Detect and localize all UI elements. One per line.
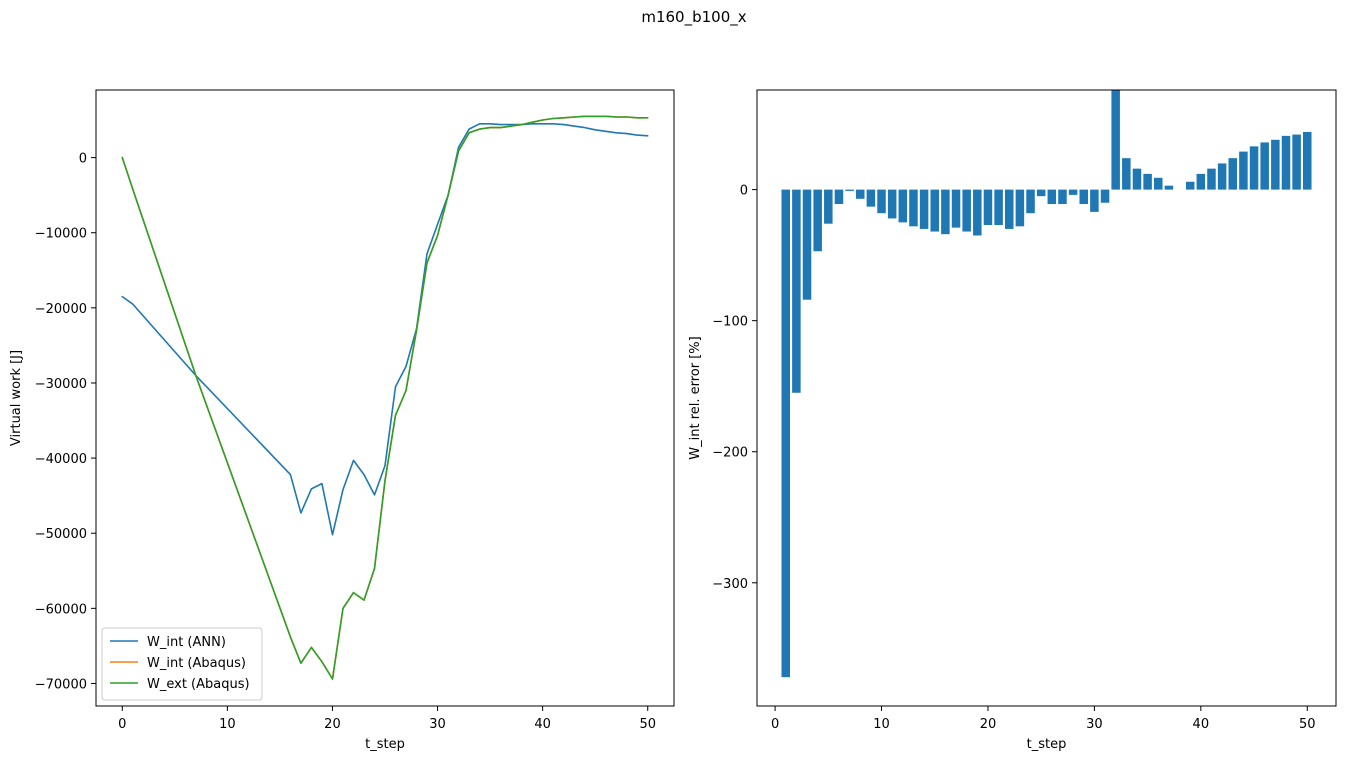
bar <box>909 189 918 227</box>
left-xtick-label: 30 <box>429 717 446 732</box>
bar-group <box>781 90 1312 678</box>
right-xtick-label: 0 <box>771 717 779 732</box>
bar <box>962 189 971 232</box>
bar <box>1090 189 1099 212</box>
left-ytick-label: −10000 <box>35 227 87 242</box>
bar <box>1100 189 1110 203</box>
left-ytick-label: −30000 <box>35 377 87 392</box>
left-ytick-label: −20000 <box>35 302 87 317</box>
right-ytick-label: −200 <box>712 446 748 461</box>
bar <box>994 189 1003 225</box>
legend-label: W_ext (Abaqus) <box>147 677 250 692</box>
bar <box>1058 189 1067 205</box>
legend-label: W_int (Abaqus) <box>147 656 246 671</box>
bar <box>898 189 908 223</box>
bar <box>845 189 854 191</box>
bar <box>866 189 876 207</box>
bar <box>1217 163 1227 190</box>
right-xtick-label: 30 <box>1086 717 1103 732</box>
left-ytick-label: −40000 <box>35 452 87 467</box>
figure-suptitle: m160_b100_x <box>641 8 746 27</box>
bar <box>973 189 982 236</box>
legend-label: W_int (ANN) <box>147 635 226 650</box>
bar <box>1036 189 1046 197</box>
bar <box>951 189 961 228</box>
left-xtick-label: 0 <box>118 717 126 732</box>
bar <box>1122 158 1131 190</box>
bar <box>813 189 822 252</box>
bar <box>1026 189 1035 214</box>
bar <box>941 189 950 235</box>
bar <box>1047 189 1057 205</box>
bar <box>1271 139 1280 190</box>
left-axes-virtual-work: 0 10 20 30 40 50 0 −10000 −20000 −30000 −40000 −500… <box>9 89 675 752</box>
bar <box>1207 168 1216 190</box>
right-frame <box>756 89 1337 707</box>
bar <box>1260 142 1269 190</box>
left-xtick-label: 20 <box>324 717 341 732</box>
right-xtick-label: 50 <box>1299 717 1316 732</box>
right-axes-relative-error: 0 10 20 30 40 50 0 −100 −200 −300 t_step W_int rel.… <box>688 89 1337 752</box>
left-ytick-label: −70000 <box>35 677 87 692</box>
bar <box>1004 189 1014 229</box>
line-series-group <box>121 115 649 680</box>
bar <box>919 189 929 229</box>
bar <box>887 189 897 219</box>
right-xlabel: t_step <box>1027 737 1067 752</box>
left-ytick-label: −60000 <box>35 602 87 617</box>
bar <box>1132 168 1142 190</box>
bar <box>1239 151 1248 190</box>
bar <box>1303 131 1312 190</box>
bar <box>1292 134 1301 190</box>
bar <box>1185 181 1195 190</box>
bar <box>1111 90 1120 190</box>
left-xtick-label: 50 <box>639 717 656 732</box>
bar <box>824 189 833 224</box>
bar <box>1281 135 1291 190</box>
left-ytick-label: −50000 <box>35 527 87 542</box>
left-ytick-label: 0 <box>79 152 87 167</box>
left-xlabel: t_step <box>365 737 405 752</box>
bar <box>1196 173 1206 190</box>
bar <box>1228 158 1238 190</box>
right-ylabel: W_int rel. error [%] <box>688 336 703 459</box>
right-ytick-label: 0 <box>740 184 748 199</box>
series-line-w-int-abaqus <box>121 115 649 680</box>
bar <box>792 189 801 393</box>
right-ytick-label: −300 <box>712 577 748 592</box>
bar <box>877 189 886 214</box>
right-xtick-label: 40 <box>1193 717 1210 732</box>
right-ytick-label: −100 <box>712 315 748 330</box>
bar <box>781 189 790 678</box>
bar <box>1079 189 1088 205</box>
bar <box>1249 146 1259 190</box>
right-xtick-label: 20 <box>980 717 997 732</box>
bar <box>983 189 993 225</box>
bar <box>1143 173 1152 190</box>
series-line-w-int-ann <box>121 123 649 536</box>
bar <box>1164 185 1174 190</box>
left-xtick-label: 40 <box>534 717 551 732</box>
left-xtick-label: 10 <box>219 717 236 732</box>
left-ylabel: Virtual work [J] <box>9 350 24 446</box>
bar <box>930 189 939 232</box>
bar <box>1068 189 1078 195</box>
legend-box <box>101 627 263 701</box>
bar <box>855 189 865 199</box>
bar <box>802 189 812 300</box>
left-frame <box>95 89 675 707</box>
bar <box>1154 177 1163 190</box>
series-line-w-ext-abaqus <box>121 115 649 680</box>
bar <box>1015 189 1025 227</box>
right-xtick-label: 10 <box>873 717 890 732</box>
bar <box>834 189 844 205</box>
legend: W_int (ANN) W_int (Abaqus) W_ext (Abaqus) <box>101 627 263 701</box>
